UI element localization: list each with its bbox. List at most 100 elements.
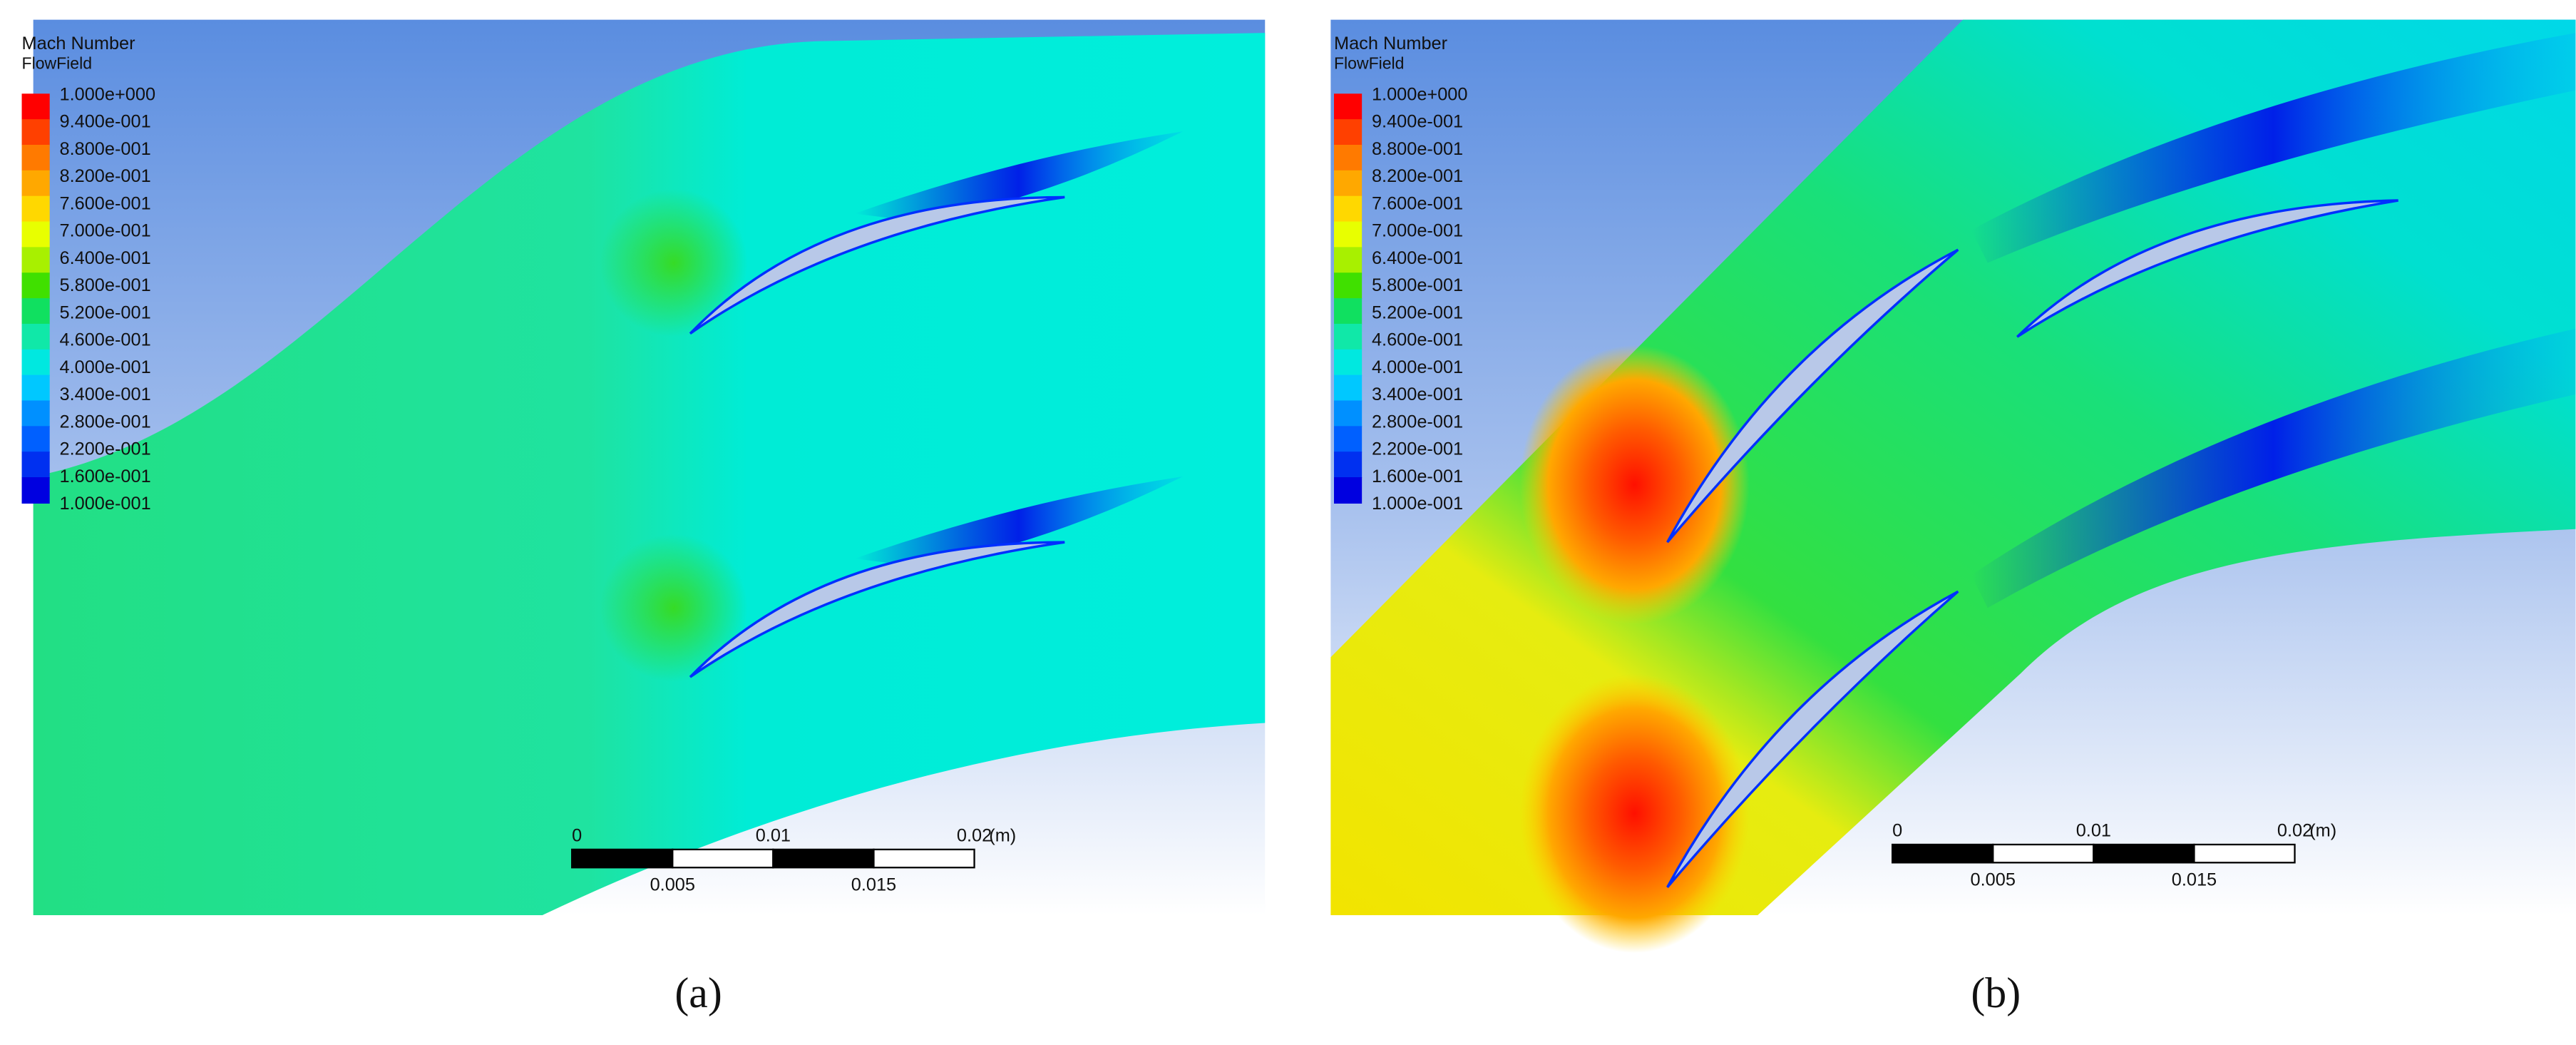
- legend-subtitle: FlowField: [1334, 54, 1404, 73]
- colorbar-band: [1333, 452, 1363, 479]
- wake: [1971, 328, 2576, 608]
- legend-label: 8.200e-001: [1372, 166, 1463, 186]
- colorbar-band: [21, 477, 50, 504]
- legend-label: 3.400e-001: [60, 384, 151, 404]
- scale-unit: (m): [989, 825, 1016, 845]
- wake: [1971, 33, 2576, 263]
- legend-label: 8.800e-001: [60, 139, 151, 159]
- colorbar-band: [1333, 272, 1363, 300]
- scale-bar-segment: [2093, 843, 2195, 864]
- colorbar-band: [21, 426, 50, 453]
- legend-label: 1.000e+000: [1372, 85, 1468, 105]
- legend-label: 7.600e-001: [60, 193, 151, 213]
- scale-bar-segment: [672, 848, 774, 869]
- legend-label: 1.000e-001: [1372, 494, 1463, 514]
- legend-subtitle: FlowField: [22, 54, 92, 73]
- scale-unit: (m): [2309, 820, 2336, 840]
- blade: [2016, 199, 2398, 338]
- flow-domain: [33, 33, 1266, 916]
- panel-b-field: [1330, 19, 2576, 954]
- legend-label: 6.400e-001: [1372, 248, 1463, 268]
- colorbar-band: [1333, 477, 1363, 504]
- legend-label: 3.400e-001: [1372, 384, 1463, 404]
- colorbar-band: [1333, 349, 1363, 376]
- blade: [1666, 248, 1959, 544]
- legend-label: 4.000e-001: [1372, 357, 1463, 377]
- legend-label: 7.600e-001: [1372, 193, 1463, 213]
- scale-label: 0.02: [2277, 820, 2312, 840]
- legend-label: 1.600e-001: [60, 467, 151, 486]
- colorbar-band: [21, 374, 50, 402]
- scale-bar-segment: [1992, 843, 2095, 864]
- colorbar-band: [21, 93, 50, 121]
- colorbar-band: [21, 323, 50, 350]
- legend-title: Mach Number: [1334, 34, 1448, 53]
- caption: (b): [1971, 969, 2021, 1016]
- legend-label: 2.200e-001: [1372, 439, 1463, 459]
- blade: [689, 195, 1065, 335]
- colorbar-band: [21, 195, 50, 223]
- colorbar-band: [1333, 400, 1363, 427]
- colorbar-band: [21, 221, 50, 248]
- legend-label: 4.000e-001: [60, 357, 151, 377]
- colorbar-band: [1333, 93, 1363, 121]
- scale-label: 0.015: [851, 875, 896, 894]
- scale-bar-segment: [571, 848, 674, 869]
- blade: [1666, 590, 1959, 888]
- legend-label: 6.400e-001: [60, 248, 151, 268]
- scale-bar-segment: [2193, 843, 2296, 864]
- caption: (a): [674, 969, 722, 1016]
- colorbar-band: [21, 452, 50, 479]
- scale-label: 0: [1892, 820, 1902, 840]
- legend-label: 8.800e-001: [1372, 139, 1463, 159]
- colorbar-band: [1333, 298, 1363, 325]
- colorbar-band: [1333, 221, 1363, 248]
- legend-label: 5.800e-001: [60, 275, 151, 295]
- contour: [1519, 345, 1750, 625]
- colorbar-band: [21, 349, 50, 376]
- legend-label: 9.400e-001: [1372, 112, 1463, 132]
- colorbar-band: [21, 144, 50, 171]
- colorbar-band: [1333, 195, 1363, 223]
- scale-label: 0.005: [650, 875, 695, 894]
- colorbar-band: [1333, 426, 1363, 453]
- legend-label: 9.400e-001: [60, 112, 151, 132]
- colorbar-band: [1333, 144, 1363, 171]
- colorbar-band: [1333, 170, 1363, 197]
- legend-label: 2.800e-001: [60, 412, 151, 432]
- contour: [600, 188, 748, 337]
- scale-bar-segment: [1892, 843, 1994, 864]
- blade: [689, 541, 1065, 678]
- wake: [854, 476, 1184, 567]
- colorbar-band: [1333, 323, 1363, 350]
- scale-label: 0: [572, 825, 582, 845]
- colorbar-band: [21, 170, 50, 197]
- colorbar-band: [21, 298, 50, 325]
- colorbar-band: [21, 272, 50, 300]
- contour: [600, 534, 748, 682]
- scale-label: 0.005: [1971, 870, 2016, 890]
- legend-label: 2.800e-001: [1372, 412, 1463, 432]
- wake: [854, 131, 1184, 222]
- scale-label: 0.01: [756, 825, 791, 845]
- legend-label: 4.600e-001: [60, 330, 151, 350]
- legend-label: 1.000e-001: [60, 494, 151, 514]
- scale-label: 0.02: [957, 825, 992, 845]
- contour: [1519, 673, 1750, 954]
- legend-label: 5.200e-001: [1372, 302, 1463, 322]
- scale-label: 0.01: [2076, 820, 2111, 840]
- legend-label: 7.000e-001: [60, 221, 151, 241]
- colorbar-band: [1333, 119, 1363, 146]
- colorbar-band: [1333, 374, 1363, 402]
- scale-bar-segment: [772, 848, 875, 869]
- colorbar-band: [21, 119, 50, 146]
- legend-label: 7.000e-001: [1372, 221, 1463, 241]
- legend-label: 8.200e-001: [60, 166, 151, 186]
- legend-label: 1.600e-001: [1372, 467, 1463, 486]
- legend-label: 5.800e-001: [1372, 275, 1463, 295]
- legend-label: 5.200e-001: [60, 302, 151, 322]
- colorbar-band: [21, 400, 50, 427]
- legend-label: 4.600e-001: [1372, 330, 1463, 350]
